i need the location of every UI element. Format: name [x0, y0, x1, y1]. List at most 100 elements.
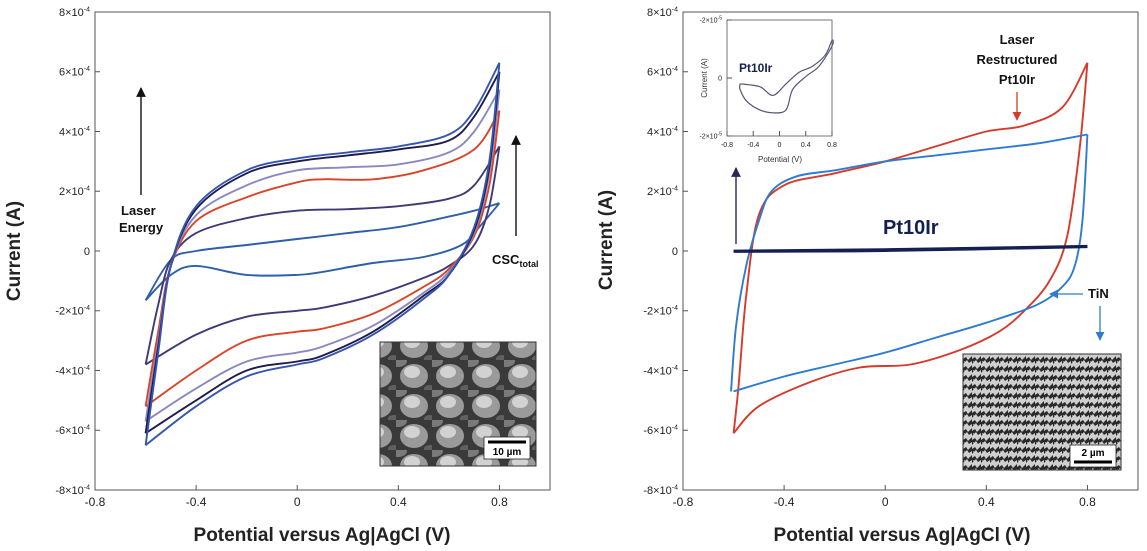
right-y-tick-label: -2×10-4: [643, 305, 678, 317]
right-y-tick-label: 4×10-4: [647, 126, 678, 138]
right-series-2-forward-scan: [730, 133, 1088, 392]
left-x-tick-label: -0.8: [85, 495, 106, 509]
inset-background: [695, 14, 845, 164]
right-y-tick-label: 8×10-4: [647, 6, 678, 18]
left-series-2-reverse-scan: [145, 146, 501, 366]
laser-energy-label-line-1: Laser: [121, 203, 156, 218]
left-scale-label: 10 µm: [493, 447, 522, 458]
left-y-tick-exponent: -4: [84, 126, 90, 133]
laser-restructured-label-line-3: Pt10Ir: [999, 72, 1035, 87]
inset-x-tick-label: -0.4: [747, 142, 759, 149]
left-sem-inset: 10 µm: [379, 341, 537, 467]
left-series-2-forward-scan: [144, 145, 501, 365]
left-y-tick-label: 2×10-4: [59, 186, 90, 198]
right-x-tick-label: 0: [882, 495, 889, 509]
left-y-axis-title: Current (A): [4, 201, 25, 301]
left-x-tick-label: -0.4: [186, 495, 207, 509]
left-y-tick-exponent: -4: [84, 305, 90, 312]
right-y-tick-mantissa: -4×10: [643, 365, 671, 377]
right-x-tick-label: -0.8: [673, 495, 694, 509]
left-chart: 8×10-46×10-44×10-42×10-40-2×10-4-4×10-4-…: [4, 6, 551, 546]
left-y-tick-exponent: -4: [84, 425, 90, 432]
laser-restructured-label-line-1: Laser: [1000, 32, 1035, 47]
laser-energy-label-line-2: Energy: [119, 220, 164, 235]
left-series-6-reverse-scan: [145, 62, 501, 446]
left-y-tick-label: 8×10-4: [59, 6, 90, 18]
left-y-tick-mantissa: -8×10: [55, 485, 83, 497]
right-y-tick-mantissa: -6×10: [643, 425, 671, 437]
left-x-tick-label: 0: [294, 495, 301, 509]
right-y-tick-mantissa: 2×10: [647, 186, 672, 198]
left-series-4-reverse-scan: [145, 89, 501, 423]
left-y-tick-label: -4×10-4: [55, 365, 90, 377]
right-y-tick-label: 6×10-4: [647, 66, 678, 78]
left-y-tick-label: 6×10-4: [59, 66, 90, 78]
right-x-tick-label: -0.4: [774, 495, 795, 509]
right-series-1-reverse-scan: [732, 62, 1089, 434]
tin-label: TiN: [1088, 286, 1109, 301]
inset-y-tick-label: 0: [718, 75, 722, 82]
left-y-tick-exponent: -4: [84, 365, 90, 372]
right-y-tick-exponent: -4: [672, 484, 678, 491]
right-y-tick-mantissa: -8×10: [643, 485, 671, 497]
left-y-tick-label: 0: [84, 246, 90, 258]
inset-x-tick-label: 0: [778, 142, 782, 149]
left-y-tick-label: 4×10-4: [59, 126, 90, 138]
inset-y-tick-exponent: -5: [718, 16, 723, 22]
right-x-tick-label: 0.8: [1079, 495, 1096, 509]
inset-y-tick-mantissa: 0: [718, 75, 722, 82]
left-y-tick-mantissa: 2×10: [59, 186, 84, 198]
left-x-tick-label: 0.8: [491, 495, 508, 509]
pt10ir-inset-chart: -2×10-50-2×10-5 -0.8 -0.4 0 0.4 0.8 Current …: [695, 14, 845, 164]
right-y-tick-exponent: -4: [672, 186, 678, 193]
right-y-tick-exponent: -4: [672, 425, 678, 432]
right-x-axis-title: Potential versus Ag|AgCl (V): [774, 525, 1031, 546]
right-y-tick-mantissa: 0: [672, 246, 678, 258]
inset-x-ticks: -0.8 -0.4 0 0.4 0.8: [721, 131, 837, 149]
right-series-1-forward-scan: [732, 62, 1089, 434]
inset-y-tick-mantissa: -2×10: [699, 133, 717, 140]
left-y-tick-mantissa: 8×10: [59, 7, 84, 19]
right-y-tick-mantissa: 4×10: [647, 126, 672, 138]
csc-main: CSC: [492, 252, 520, 267]
csc-subscript: total: [519, 259, 538, 269]
right-y-tick-exponent: -4: [672, 66, 678, 73]
inset-y-axis-title: Current (A): [700, 58, 709, 98]
left-y-tick-exponent: -4: [84, 66, 90, 73]
right-chart: 8×10-46×10-44×10-42×10-40-2×10-4-4×10-4-…: [596, 6, 1139, 546]
right-y-tick-label: 0: [672, 246, 678, 258]
left-curves: [144, 62, 501, 446]
right-x-tick-label: 0.4: [978, 495, 995, 509]
inset-x-axis-title: Potential (V): [758, 155, 802, 164]
inset-y-tick-label: -2×10-5: [699, 16, 722, 25]
left-y-tick-mantissa: 6×10: [59, 67, 84, 79]
right-curves: [730, 62, 1089, 434]
left-y-tick-mantissa: 4×10: [59, 126, 84, 138]
right-y-tick-mantissa: 6×10: [647, 67, 672, 79]
left-x-ticks: -0.8 -0.4 0 0.4 0.8: [85, 485, 508, 509]
right-y-tick-label: -6×10-4: [643, 425, 678, 437]
left-y-tick-label: -8×10-4: [55, 484, 90, 496]
right-y-tick-exponent: -4: [672, 126, 678, 133]
inset-chart-label: Pt10Ir: [739, 61, 773, 75]
inset-x-tick-label: 0.8: [827, 142, 837, 149]
inset-y-tick-mantissa: -2×10: [699, 17, 717, 24]
left-y-tick-mantissa: 0: [84, 246, 90, 258]
right-x-ticks: -0.8 -0.4 0 0.4 0.8: [673, 485, 1096, 509]
left-series-1-forward-scan: [144, 202, 500, 301]
inset-y-ticks: -2×10-50-2×10-5: [699, 16, 732, 140]
left-y-tick-exponent: -4: [84, 186, 90, 193]
left-y-tick-mantissa: -4×10: [55, 365, 83, 377]
left-series-6-forward-scan: [144, 62, 501, 446]
right-series-3-reverse-scan: [733, 245, 1088, 253]
left-y-tick-label: -6×10-4: [55, 425, 90, 437]
left-series-5-reverse-scan: [145, 71, 501, 434]
left-series-3-reverse-scan: [145, 110, 501, 408]
left-x-tick-label: 0.4: [390, 495, 407, 509]
csc-total-label: CSCtotal: [492, 252, 538, 269]
right-y-tick-label: 2×10-4: [647, 186, 678, 198]
left-y-ticks: 8×10-46×10-44×10-42×10-40-2×10-4-4×10-4-…: [55, 6, 100, 497]
right-y-tick-exponent: -4: [672, 305, 678, 312]
right-y-tick-mantissa: -2×10: [643, 306, 671, 318]
